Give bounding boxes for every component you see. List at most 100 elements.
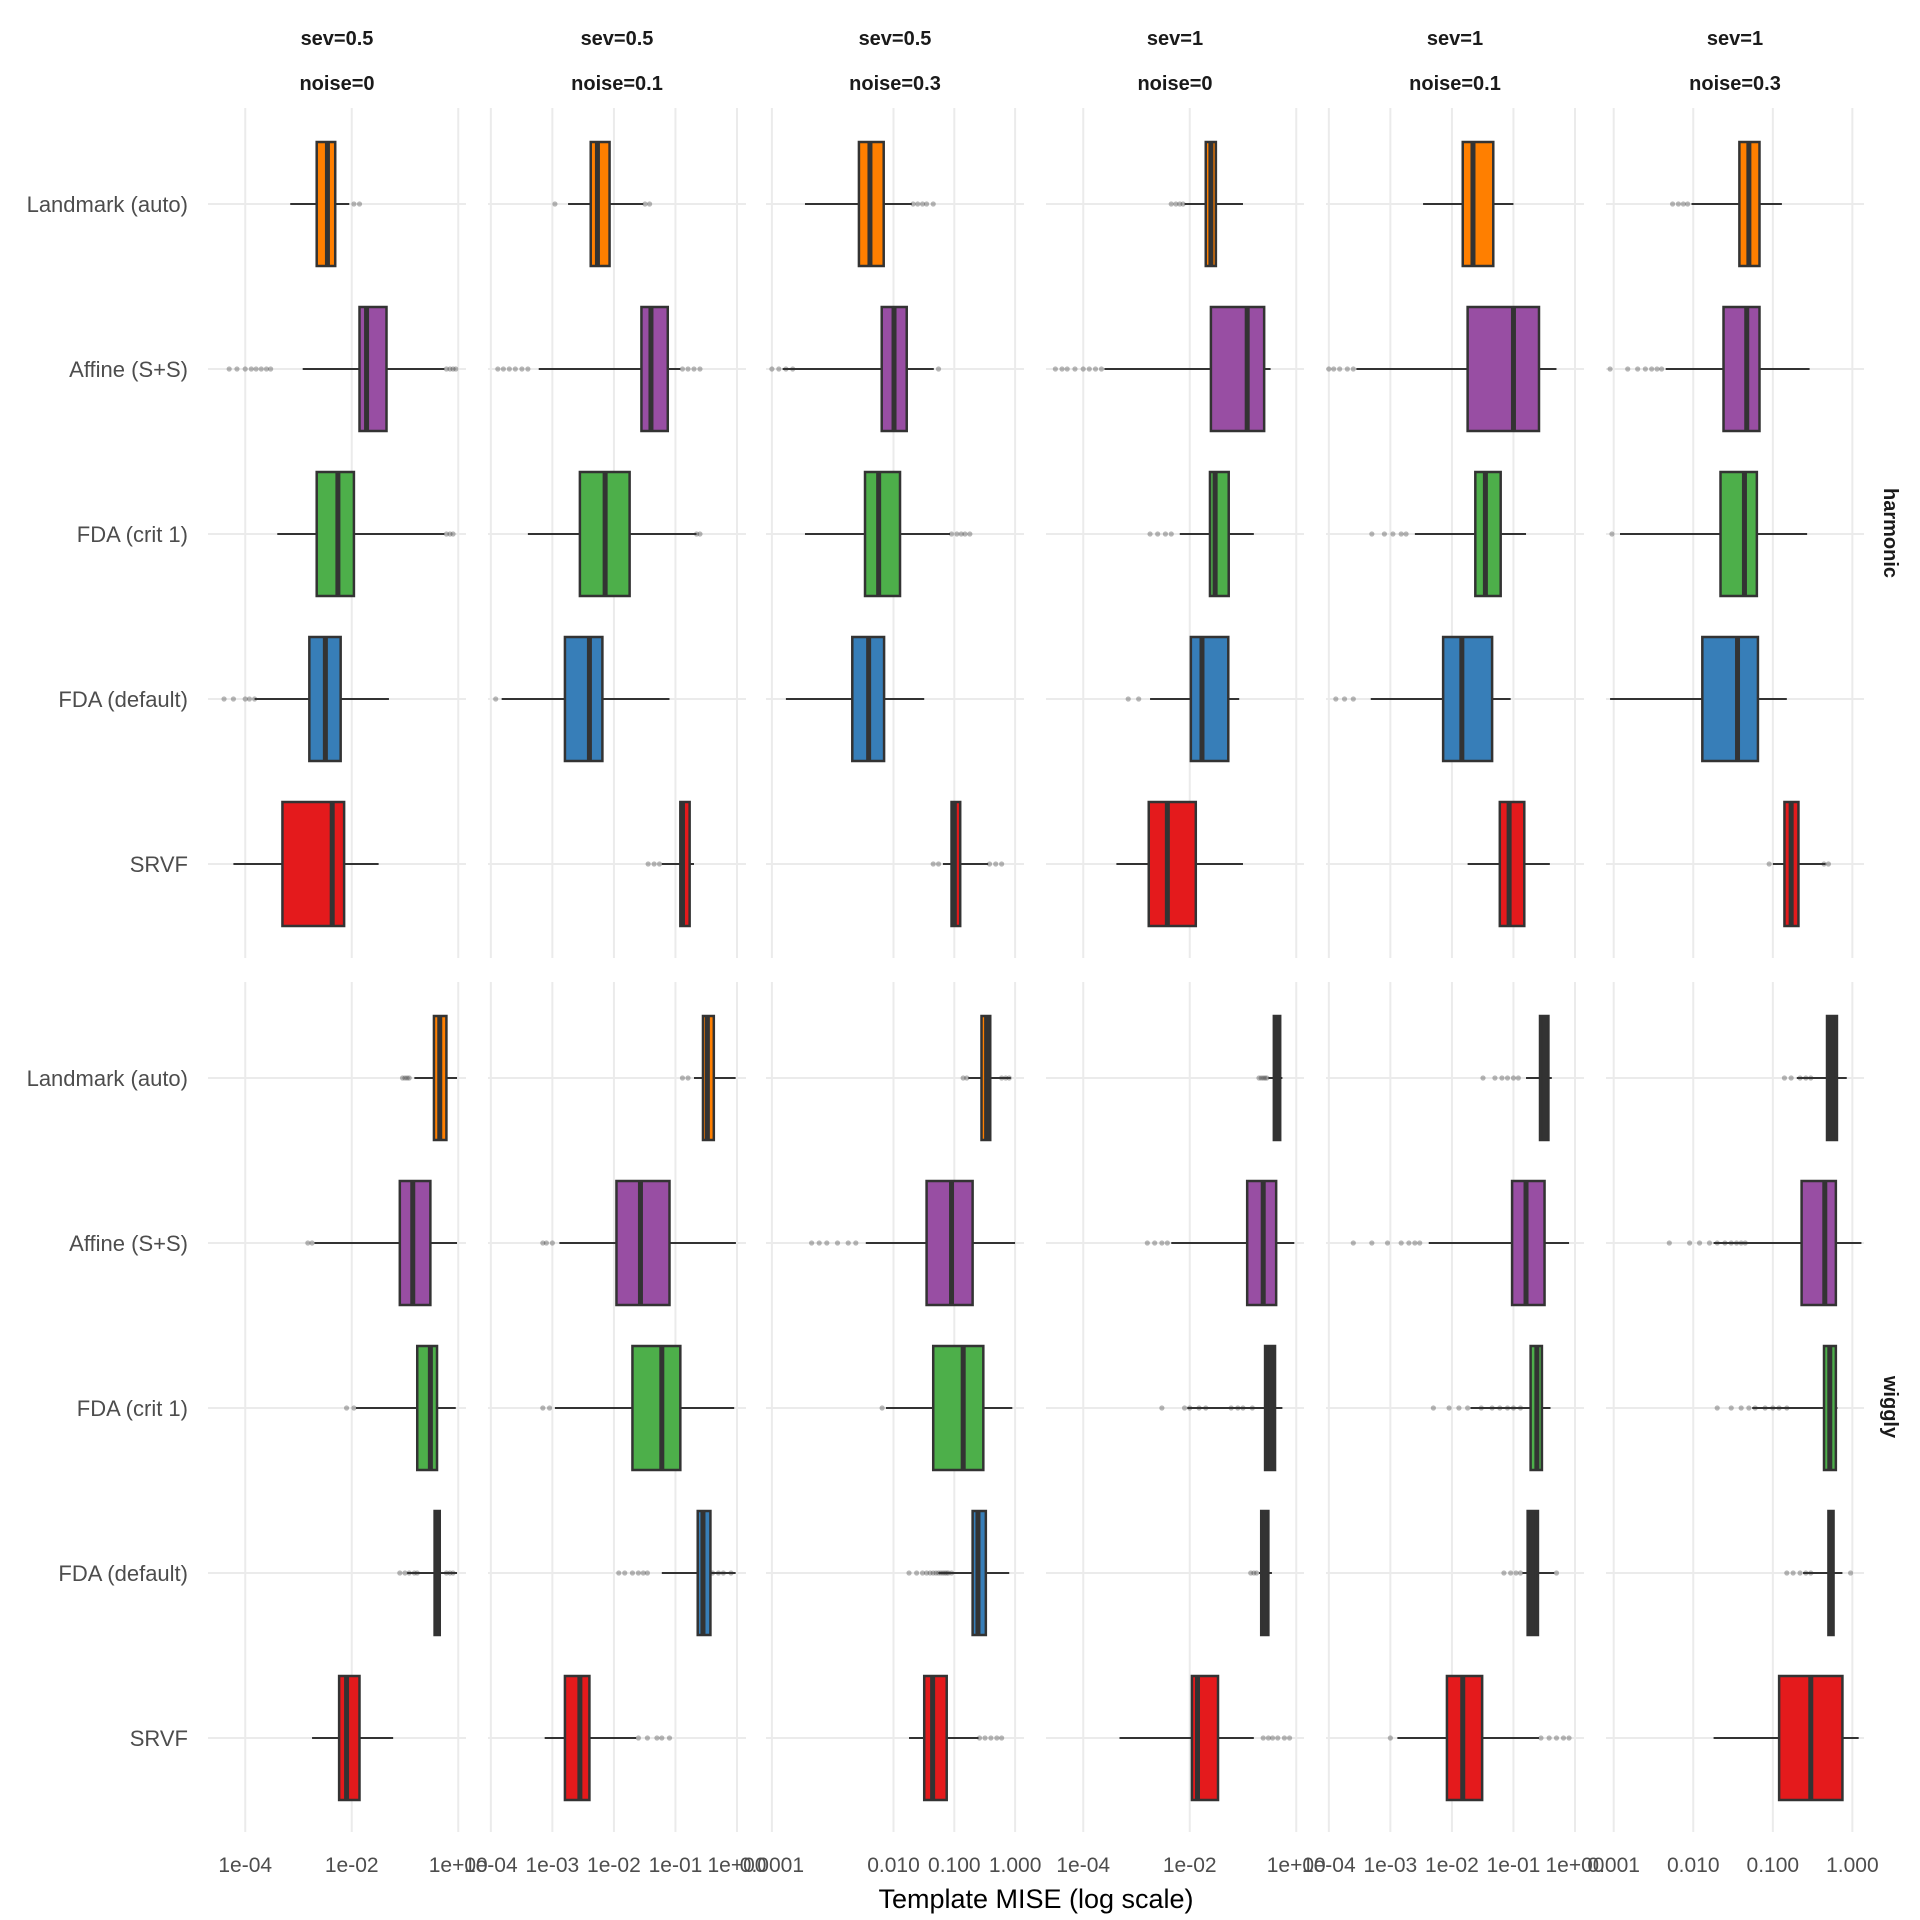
strip-noise-label: noise=0.1 <box>1409 73 1501 95</box>
outlier-point <box>644 1735 650 1741</box>
outlier-point <box>258 366 264 372</box>
box <box>337 1674 361 1802</box>
outlier-point <box>242 366 248 372</box>
outlier-point <box>809 1240 815 1246</box>
outlier-point <box>397 1570 403 1576</box>
outlier-point <box>679 366 686 372</box>
strip-noise-label: noise=0.3 <box>1689 73 1781 95</box>
outlier-point <box>1155 531 1161 537</box>
outlier-point <box>1281 1735 1288 1741</box>
y-axis-label: FDA (default) <box>58 687 188 712</box>
outlier-point <box>1080 366 1086 372</box>
outlier-point <box>519 366 525 372</box>
box <box>563 635 604 763</box>
outlier-point <box>1480 1075 1486 1081</box>
outlier-point <box>1417 1240 1423 1246</box>
outlier-point <box>1808 1075 1814 1081</box>
outlier-point <box>642 201 648 207</box>
strip-noise-label: noise=0 <box>1137 73 1212 95</box>
outlier-point <box>406 1075 412 1081</box>
outlier-point <box>1499 1075 1505 1081</box>
outlier-point <box>1159 1405 1165 1411</box>
outlier-point <box>935 861 942 867</box>
outlier-point <box>1180 201 1186 207</box>
outlier-point <box>1766 861 1772 867</box>
strip-noise-label: noise=0.3 <box>849 73 941 95</box>
outlier-point <box>1136 696 1142 702</box>
outlier-point <box>1670 201 1676 207</box>
outlier-point <box>1560 1735 1567 1741</box>
x-tick-label: 1.000 <box>1826 1854 1879 1877</box>
outlier-point <box>1398 1240 1404 1246</box>
outlier-point <box>1264 1075 1270 1081</box>
x-tick-label: 1e-03 <box>526 1854 580 1877</box>
outlier-point <box>919 1570 926 1576</box>
x-tick-label: 0.0001 <box>740 1854 804 1877</box>
box <box>281 800 346 928</box>
outlier-point <box>1649 366 1655 372</box>
outlier-point <box>1251 1570 1257 1576</box>
outlier-point <box>242 696 248 702</box>
outlier-point <box>914 1570 920 1576</box>
outlier-point <box>1369 531 1375 537</box>
outlier-point <box>1265 1735 1271 1741</box>
outlier-point <box>1790 1570 1796 1576</box>
outlier-point <box>1384 1240 1391 1246</box>
outlier-point <box>1168 201 1174 207</box>
outlier-point <box>1784 1570 1790 1576</box>
outlier-point <box>666 1735 673 1741</box>
outlier-point <box>305 1240 311 1246</box>
outlier-point <box>1706 1240 1713 1246</box>
outlier-point <box>1092 366 1099 372</box>
outlier-point <box>343 1405 350 1411</box>
outlier-point <box>853 1240 859 1246</box>
outlier-point <box>910 201 916 207</box>
outlier-point <box>644 1570 650 1576</box>
outlier-point <box>954 531 960 537</box>
x-tick-label: 0.100 <box>928 1854 981 1877</box>
outlier-point <box>1515 1075 1521 1081</box>
outlier-point <box>1240 1405 1246 1411</box>
box <box>640 305 670 433</box>
x-tick-label: 1e-02 <box>1425 1854 1479 1877</box>
outlier-point <box>1248 1570 1254 1576</box>
outlier-point <box>640 1570 646 1576</box>
y-axis-label: Landmark (auto) <box>27 1066 188 1091</box>
outlier-point <box>656 861 663 867</box>
outlier-point <box>1387 1735 1393 1741</box>
x-tick-label: 1e+00 <box>1267 1854 1326 1877</box>
strip-sev-label: sev=1 <box>1147 28 1203 50</box>
outlier-point <box>263 366 270 372</box>
outlier-point <box>1249 1405 1255 1411</box>
x-tick-label: 0.001 <box>1587 1854 1640 1877</box>
strip-sev-label: sev=0.5 <box>581 28 654 50</box>
outlier-point <box>944 1570 950 1576</box>
outlier-point <box>540 1240 546 1246</box>
strip-sev-label: sev=1 <box>1707 28 1763 50</box>
outlier-point <box>1714 1240 1720 1246</box>
outlier-point <box>540 1405 546 1411</box>
row-strip-label: wiggly <box>1879 1375 1901 1439</box>
outlier-point <box>1788 1075 1794 1081</box>
outlier-point <box>1147 531 1153 537</box>
outlier-point <box>1162 531 1169 537</box>
outlier-point <box>845 1240 851 1246</box>
outlier-point <box>1098 366 1105 372</box>
outlier-point <box>1006 1075 1012 1081</box>
outlier-point <box>268 366 274 372</box>
outlier-point <box>629 1570 636 1576</box>
x-tick-label: 1e-02 <box>1163 1854 1217 1877</box>
outlier-point <box>1680 201 1686 207</box>
outlier-point <box>1803 1075 1809 1081</box>
strip-sev-label: sev=1 <box>1427 28 1483 50</box>
outlier-point <box>659 1735 665 1741</box>
outlier-point <box>251 696 258 702</box>
outlier-point <box>525 366 531 372</box>
outlier-point <box>1513 1570 1519 1576</box>
outlier-point <box>1742 1240 1748 1246</box>
outlier-point <box>1746 1405 1752 1411</box>
outlier-point <box>1808 1570 1814 1576</box>
outlier-point <box>1517 1570 1524 1576</box>
box <box>631 1344 682 1472</box>
outlier-point <box>1517 1405 1524 1411</box>
